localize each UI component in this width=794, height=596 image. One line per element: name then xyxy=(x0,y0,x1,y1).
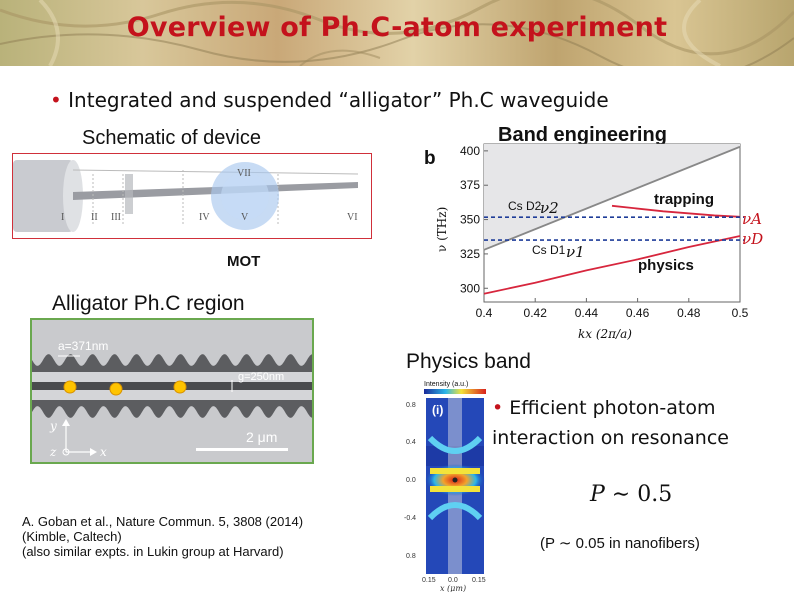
y-tick-label: 0.8 xyxy=(406,402,416,409)
slide-title: Overview of Ph.C-atom experiment xyxy=(126,12,668,43)
y-tick-label: 0.8 xyxy=(406,553,416,560)
device-schematic: I II III IV V VI VII xyxy=(12,153,372,239)
band-diagram-chart: b 0.4 0.42 0.44 0.46 0.48 0.5 300 325 350 375 400… xyxy=(424,143,763,341)
cs-d1-label: Cs D1 xyxy=(532,243,566,257)
scalebar xyxy=(196,448,288,451)
gap-label: g=250nm xyxy=(238,371,284,383)
scalebar-label: 2 μm xyxy=(246,429,277,445)
field-intensity-plot: Intensity (a.u.) (i) 0.8 0.4 0.0 -0.4 0.… xyxy=(404,381,486,592)
y-tick-label: 0.4 xyxy=(406,439,416,446)
bullet-text: Efficient photon-atom interaction on res… xyxy=(492,397,729,449)
substrate-block xyxy=(13,160,73,232)
bullet-dot: • xyxy=(50,88,62,112)
cs-d2-label: Cs D2 xyxy=(508,199,542,213)
y-tick-label: 300 xyxy=(460,281,480,295)
top-alligator-edge xyxy=(32,320,312,366)
x-tick-label: 0.4 xyxy=(476,306,493,320)
intensity-label: Intensity (a.u.) xyxy=(424,381,468,388)
bullet-text: Integrated and suspended “alligator” Ph.… xyxy=(68,88,609,112)
panel-label-i: (i) xyxy=(432,403,443,417)
bullet-dot: • xyxy=(492,397,504,419)
region-label-i: I xyxy=(61,212,64,223)
period-label: a=371nm xyxy=(58,339,108,353)
y-tick-label: 375 xyxy=(460,178,480,192)
region-label-iii: III xyxy=(111,212,121,223)
y-axis-label: ν (THz) xyxy=(435,207,449,252)
axis-x-label: x xyxy=(100,445,107,459)
region-label-v: V xyxy=(241,212,249,223)
title-banner: Overview of Ph.C-atom experiment xyxy=(0,0,794,66)
physics-band-label: Physics band xyxy=(406,350,531,373)
x-tick-label: 0.44 xyxy=(575,306,599,320)
p-symbol: P xyxy=(590,482,605,507)
x-tick-label: 0.48 xyxy=(677,306,701,320)
y-tick-label: 325 xyxy=(460,247,480,261)
axis-y-label: y xyxy=(49,419,57,433)
panel-label-b: b xyxy=(424,148,436,169)
citation: A. Goban et al., Nature Commun. 5, 3808 … xyxy=(22,514,303,559)
nu1-label: ν1 xyxy=(566,243,585,261)
x-tick-label: 0.0 xyxy=(448,577,458,584)
probability-formula: P ∼ 0.5 xyxy=(590,482,672,507)
citation-line: A. Goban et al., Nature Commun. 5, 3808 … xyxy=(22,514,304,529)
band-series-line xyxy=(483,145,741,251)
banner-texture xyxy=(0,0,794,66)
schematic-label: Schematic of device xyxy=(82,127,261,149)
y-tick-label: -0.4 xyxy=(404,515,416,522)
trapping-label: trapping xyxy=(654,191,714,208)
atom-marker xyxy=(109,382,123,396)
y-tick-label: 350 xyxy=(460,213,480,227)
bullet-waveguide: • Integrated and suspended “alligator” P… xyxy=(50,88,609,112)
x-axis-label: kx (2π/a) xyxy=(578,327,632,341)
nu2-label: ν2 xyxy=(540,199,559,217)
sem-micrograph: a=371nm g=250nm 2 μm y z x xyxy=(30,318,314,464)
bullet-efficient-interaction: • Efficient photon-atom interaction on r… xyxy=(492,393,792,453)
physics-label: physics xyxy=(638,257,694,274)
p-value: ∼ 0.5 xyxy=(604,482,673,507)
band-engineering-label: Band engineering xyxy=(498,124,667,146)
band-series-line xyxy=(483,235,741,295)
axis-z-label: z xyxy=(49,445,57,459)
x-tick-label: 0.15 xyxy=(422,577,436,584)
citation-line: (also similar expts. in Lukin group at H… xyxy=(22,544,284,559)
nanofiber-comparison: (P ∼ 0.05 in nanofibers) xyxy=(540,535,700,552)
band-series-line xyxy=(611,204,741,218)
nu-b-label: νD xyxy=(742,230,763,248)
region-label-iv: IV xyxy=(199,212,210,223)
x-tick-label: 0.5 xyxy=(732,306,749,320)
citation-line: (Kimble, Caltech) xyxy=(22,529,122,544)
y-tick-label: 0.0 xyxy=(406,477,416,484)
x-axis-label: x (μm) xyxy=(440,584,466,592)
atom-marker xyxy=(63,380,77,394)
alligator-region-label: Alligator Ph.C region xyxy=(52,292,245,315)
x-tick-label: 0.46 xyxy=(626,306,650,320)
colorbar xyxy=(424,389,486,394)
x-tick-label: 0.15 xyxy=(472,577,486,584)
nu-a-label: νA xyxy=(742,210,762,228)
x-tick-label: 0.42 xyxy=(524,306,548,320)
atom-marker xyxy=(173,380,187,394)
region-label-vi: VI xyxy=(347,212,358,223)
y-tick-label: 400 xyxy=(460,144,480,158)
region-label-vii: VII xyxy=(237,168,251,179)
mot-label: MOT xyxy=(227,253,261,270)
region-label-ii: II xyxy=(91,212,98,223)
